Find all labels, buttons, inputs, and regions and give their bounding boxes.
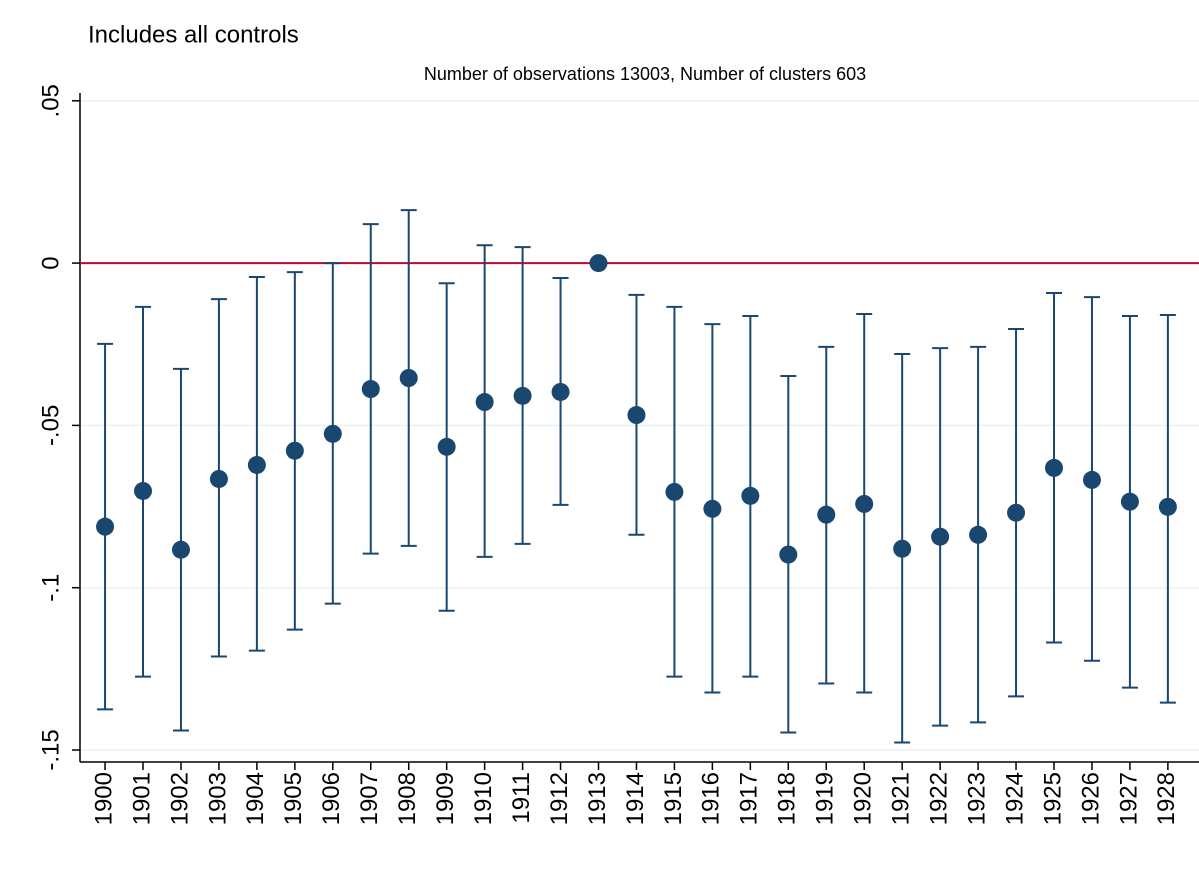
point <box>323 424 342 443</box>
point <box>1158 497 1177 516</box>
point <box>855 494 874 513</box>
y-tick-label: .05 <box>37 84 64 117</box>
point <box>627 406 646 425</box>
point <box>399 368 418 387</box>
chart-subtitle: Number of observations 13003, Number of … <box>424 64 866 84</box>
x-tick-label: 1918 <box>774 772 801 825</box>
point <box>893 539 912 558</box>
x-tick-label: 1903 <box>204 772 231 825</box>
point <box>817 505 836 524</box>
x-tick-label: 1900 <box>90 772 117 825</box>
x-tick-label: 1905 <box>280 772 307 825</box>
point <box>1007 503 1026 522</box>
y-tick-label: -.15 <box>37 729 64 770</box>
point <box>665 482 684 501</box>
x-tick-label: 1908 <box>394 772 421 825</box>
point <box>1045 458 1064 477</box>
point <box>134 481 153 500</box>
point <box>969 525 988 544</box>
x-tick-label: 1909 <box>432 772 459 825</box>
y-tick-label: -.05 <box>37 405 64 446</box>
x-tick-label: 1915 <box>660 772 687 825</box>
x-tick-label: 1902 <box>166 772 193 825</box>
x-tick-label: 1907 <box>356 772 383 825</box>
point <box>703 499 722 518</box>
x-tick-label: 1910 <box>470 772 497 825</box>
point <box>171 540 190 559</box>
x-tick-label: 1920 <box>850 772 877 825</box>
point <box>1082 470 1101 489</box>
x-tick-label: 1917 <box>736 772 763 825</box>
point <box>285 441 304 460</box>
point <box>589 254 608 273</box>
x-tick-label: 1925 <box>1039 772 1066 825</box>
x-tick-label: 1927 <box>1115 772 1142 825</box>
x-tick-label: 1913 <box>584 772 611 825</box>
point <box>931 527 950 546</box>
point <box>551 382 570 401</box>
point <box>513 386 532 405</box>
x-tick-label: 1912 <box>546 772 573 825</box>
x-tick-label: 1922 <box>925 772 952 825</box>
x-tick-label: 1921 <box>888 772 915 825</box>
point <box>209 469 228 488</box>
point <box>1120 492 1139 511</box>
x-tick-label: 1906 <box>318 772 345 825</box>
x-tick-label: 1901 <box>128 772 155 825</box>
x-tick-label: 1923 <box>963 772 990 825</box>
chart-title: Includes all controls <box>88 21 299 48</box>
point <box>361 380 380 399</box>
point <box>475 393 494 412</box>
point <box>247 455 266 474</box>
x-tick-label: 1911 <box>508 772 535 824</box>
x-tick-label: 1926 <box>1077 772 1104 825</box>
point <box>96 517 115 536</box>
x-tick-label: 1919 <box>812 772 839 825</box>
y-tick-label: -.1 <box>37 574 64 602</box>
point <box>741 486 760 505</box>
y-tick-label: 0 <box>37 256 64 269</box>
x-tick-label: 1904 <box>242 772 269 825</box>
x-tick-label: 1914 <box>622 772 649 825</box>
point <box>437 437 456 456</box>
x-tick-label: 1916 <box>698 772 725 825</box>
x-tick-label: 1928 <box>1153 772 1180 825</box>
x-tick-label: 1924 <box>1001 772 1028 825</box>
point <box>779 545 798 564</box>
